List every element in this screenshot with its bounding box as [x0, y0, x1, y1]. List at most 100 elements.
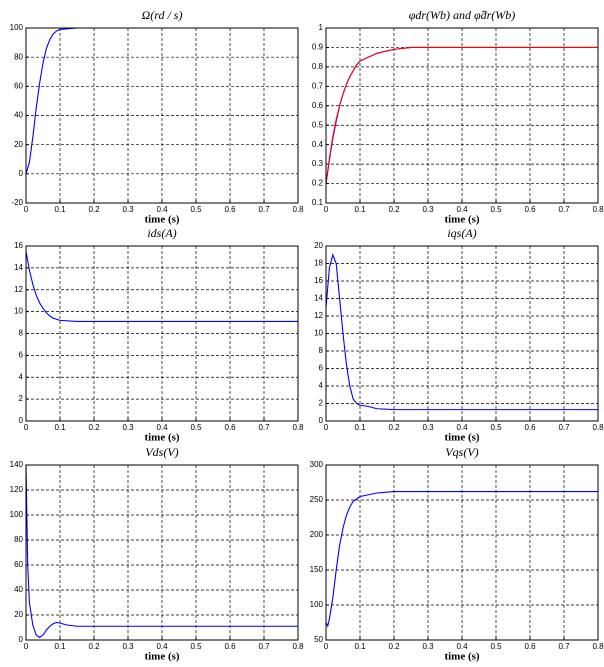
- x-tick-label: 0.4: [156, 205, 168, 214]
- y-tick-label: 0: [19, 169, 24, 178]
- x-tick-label: 0.2: [88, 423, 100, 432]
- x-tick-label: 0.5: [190, 205, 202, 214]
- y-tick-label: 12: [14, 285, 23, 294]
- x-tick-label: 0.6: [524, 423, 536, 432]
- x-axis-label: time (s): [444, 214, 479, 226]
- x-tick-label: 0: [324, 205, 329, 214]
- x-tick-label: 0.1: [54, 642, 66, 651]
- y-tick-label: 14: [14, 263, 23, 272]
- axes-frame: [25, 27, 299, 204]
- y-tick-label: 10: [14, 307, 23, 316]
- y-tick-label: 12: [314, 311, 323, 320]
- x-tick-label: 0.6: [224, 642, 236, 651]
- x-tick-label: 0.8: [292, 205, 304, 214]
- y-tick-label: 10: [314, 329, 323, 338]
- x-tick-label: 0.7: [258, 423, 270, 432]
- x-tick-label: 0.2: [388, 642, 400, 651]
- y-tick-label: 80: [14, 535, 23, 544]
- subplot: 0 0.1 0.2 0.3 0.4 0.5 0.6 0.7 0.8 0 2 4 6 8 10 12 14 16 18…: [314, 226, 604, 444]
- y-tick-label: 80: [14, 52, 23, 61]
- x-axis-label: time (s): [144, 432, 179, 444]
- axes-frame: [25, 464, 299, 641]
- y-tick-label: 150: [310, 565, 324, 574]
- y-tick-label: 140: [10, 460, 24, 469]
- y-tick-label: 20: [314, 241, 323, 250]
- subplot: 0 0.1 0.2 0.3 0.4 0.5 0.6 0.7 0.8 0 2 4 6 8 10 12 14 16 id…: [14, 226, 304, 444]
- y-tick-label: 18: [314, 259, 323, 268]
- x-tick-label: 0.3: [122, 642, 134, 651]
- x-tick-label: 0.4: [456, 423, 468, 432]
- chart-title: Vqs(V): [445, 445, 478, 459]
- y-tick-label: 300: [310, 460, 324, 469]
- subplot: 0 0.1 0.2 0.3 0.4 0.5 0.6 0.7 0.80.10.20.30.40.5…: [312, 8, 604, 226]
- x-tick-label: 0.5: [490, 423, 502, 432]
- y-tick-label: 0: [19, 635, 24, 644]
- y-tick-label: 20: [14, 610, 23, 619]
- axes-frame: [325, 245, 599, 422]
- x-tick-label: 0.3: [122, 205, 134, 214]
- y-tick-label: 0.3: [312, 159, 324, 168]
- x-tick-label: 0: [24, 423, 29, 432]
- x-tick-label: 0.8: [592, 205, 604, 214]
- y-tick-label: 40: [14, 585, 23, 594]
- subplot: 0 0.1 0.2 0.3 0.4 0.5 0.6 0.7 0.8 50 100 150 200 250 3…: [310, 445, 604, 663]
- x-tick-label: 0.7: [258, 205, 270, 214]
- x-tick-label: 0.1: [54, 423, 66, 432]
- chart-title: Vds(V): [145, 445, 178, 459]
- x-axis-label: time (s): [144, 651, 179, 663]
- y-tick-label: 100: [10, 23, 24, 32]
- y-tick-label: 0.6: [312, 101, 324, 110]
- x-tick-label: 0.8: [592, 642, 604, 651]
- y-tick-label: 60: [14, 81, 23, 90]
- x-tick-label: 0.2: [88, 205, 100, 214]
- x-tick-label: 0.1: [354, 642, 366, 651]
- y-tick-label: 2: [19, 394, 24, 403]
- x-tick-label: 0.2: [388, 423, 400, 432]
- x-tick-label: 0.1: [354, 205, 366, 214]
- chart-title: Ω(rd / s): [142, 8, 183, 22]
- y-tick-label: 8: [319, 346, 324, 355]
- y-tick-label: 0.4: [312, 140, 324, 149]
- y-tick-label: 100: [10, 510, 24, 519]
- x-tick-label: 0: [24, 205, 29, 214]
- y-tick-label: 200: [310, 530, 324, 539]
- x-tick-label: 0: [324, 423, 329, 432]
- x-tick-label: 0.5: [490, 642, 502, 651]
- data-line: [25, 464, 298, 639]
- x-tick-label: 0.8: [592, 423, 604, 432]
- x-tick-label: 0.5: [190, 642, 202, 651]
- y-tick-label: 0.7: [312, 81, 324, 90]
- x-tick-label: 0.4: [156, 642, 168, 651]
- x-tick-label: 0.6: [224, 205, 236, 214]
- x-tick-label: 0.4: [456, 642, 468, 651]
- data-line: [25, 251, 298, 323]
- x-tick-label: 0.1: [354, 423, 366, 432]
- y-tick-label: 60: [14, 560, 23, 569]
- y-tick-label: 14: [314, 294, 323, 303]
- x-axis-label: time (s): [444, 651, 479, 663]
- x-tick-label: 0.5: [190, 423, 202, 432]
- x-tick-label: 0.4: [156, 423, 168, 432]
- x-tick-label: 0.8: [292, 642, 304, 651]
- chart-title: φdr(Wb) and φ̂dr(Wb): [409, 8, 516, 22]
- x-tick-label: 0.8: [292, 423, 304, 432]
- y-tick-label: 50: [314, 635, 323, 644]
- subplot: 0 0.1 0.2 0.3 0.4 0.5 0.6 0.7 0.8 0 20 40 60 80 100 120…: [10, 445, 304, 663]
- y-tick-label: 6: [319, 364, 324, 373]
- x-tick-label: 0.5: [490, 205, 502, 214]
- x-tick-label: 0.6: [524, 642, 536, 651]
- x-tick-label: 0.2: [388, 205, 400, 214]
- axes-frame: [25, 245, 299, 422]
- y-tick-label: 6: [19, 350, 24, 359]
- y-tick-label: 250: [310, 495, 324, 504]
- y-tick-label: 120: [10, 485, 24, 494]
- data-line: [325, 252, 598, 411]
- y-tick-label: 0: [19, 416, 24, 425]
- y-tick-label: 100: [310, 600, 324, 609]
- x-tick-label: 0.7: [558, 642, 570, 651]
- x-axis-label: time (s): [444, 432, 479, 444]
- y-tick-label: 20: [14, 140, 23, 149]
- y-tick-label: 16: [314, 276, 323, 285]
- axes-frame: [325, 464, 599, 641]
- data-line: [325, 46, 598, 184]
